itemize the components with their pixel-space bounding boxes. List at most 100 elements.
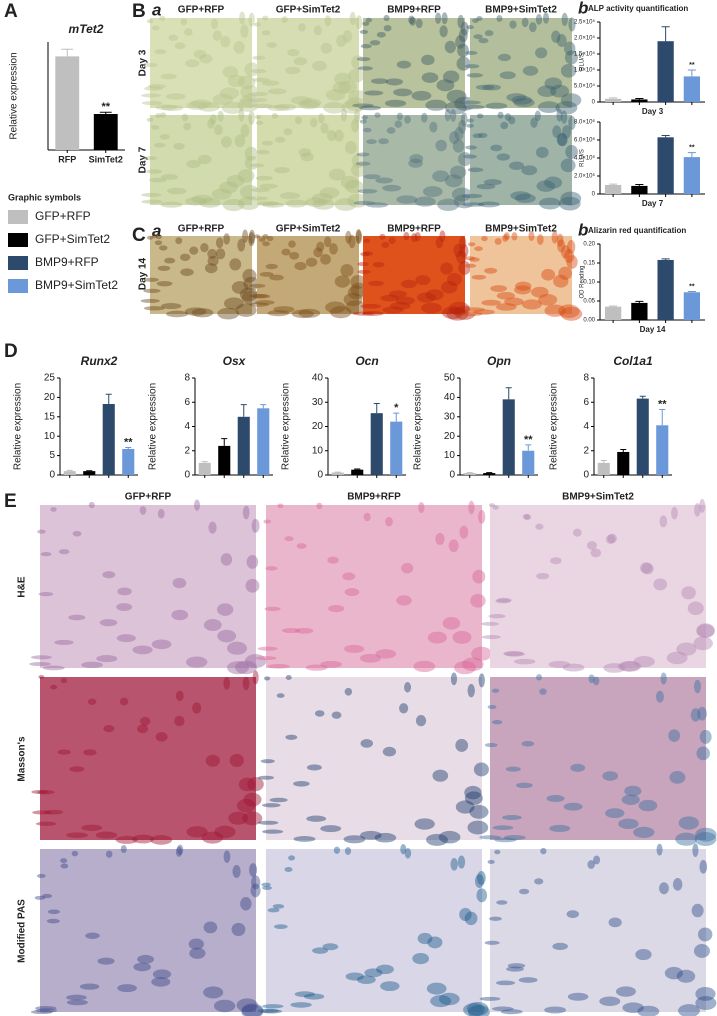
error-bar bbox=[99, 111, 112, 114]
photo-texture bbox=[481, 235, 488, 242]
legend-swatch bbox=[8, 233, 28, 247]
photo-texture bbox=[274, 166, 290, 174]
photo-texture bbox=[490, 285, 508, 292]
photo-texture bbox=[334, 198, 357, 211]
photo-texture bbox=[239, 11, 246, 25]
photo-texture bbox=[352, 103, 374, 108]
photo-texture bbox=[47, 909, 60, 915]
photo-texture bbox=[560, 306, 583, 321]
photo-texture bbox=[240, 85, 260, 100]
photo-texture bbox=[699, 499, 706, 513]
y-tick-label: 15 bbox=[44, 411, 56, 422]
photo-texture bbox=[404, 115, 411, 124]
photo-texture bbox=[479, 996, 501, 1001]
y-tick-label: 0.20 bbox=[583, 242, 595, 248]
photo-texture bbox=[432, 769, 449, 782]
photo-texture bbox=[488, 503, 495, 508]
photo-texture bbox=[208, 521, 217, 534]
photo-texture bbox=[558, 196, 581, 211]
y-tick-label: 0 bbox=[184, 470, 190, 481]
photo-texture bbox=[209, 114, 217, 125]
photo-texture bbox=[263, 519, 271, 524]
photo-texture bbox=[535, 14, 543, 25]
photo-texture bbox=[274, 924, 288, 930]
photo-texture bbox=[143, 277, 159, 282]
panel-label: E bbox=[4, 491, 17, 512]
error-bar bbox=[609, 305, 618, 307]
chart-title: Alizarin red quantification bbox=[588, 226, 686, 235]
photo-texture bbox=[641, 563, 654, 575]
y-tick-label: 10 bbox=[44, 431, 56, 442]
bar bbox=[257, 408, 270, 475]
photo-texture bbox=[238, 777, 256, 792]
photo-texture bbox=[146, 169, 163, 174]
photo-texture bbox=[572, 528, 582, 537]
photo-texture bbox=[358, 66, 373, 71]
x-axis-label: Day 14 bbox=[640, 325, 666, 334]
photo-texture bbox=[507, 963, 526, 969]
photo-texture bbox=[558, 266, 573, 280]
photo-texture bbox=[244, 654, 267, 669]
photo-texture bbox=[385, 78, 404, 86]
photo-texture bbox=[659, 882, 669, 895]
photo-texture bbox=[29, 662, 51, 667]
photo-texture bbox=[223, 297, 244, 310]
photo-texture bbox=[515, 281, 532, 291]
photo-texture bbox=[388, 290, 407, 298]
photo-texture bbox=[544, 77, 563, 90]
photo-texture bbox=[450, 109, 457, 122]
photo-texture bbox=[357, 269, 371, 274]
photo-texture bbox=[459, 525, 469, 539]
photo-texture bbox=[535, 146, 549, 158]
photo-texture bbox=[691, 903, 704, 918]
photo-texture bbox=[247, 777, 264, 792]
row-label: Day 7 bbox=[138, 146, 149, 173]
bar bbox=[683, 157, 701, 194]
photo-texture bbox=[222, 198, 245, 212]
y-tick-label: 50 bbox=[444, 373, 456, 384]
photo-texture bbox=[281, 16, 288, 23]
photo-texture bbox=[521, 165, 538, 176]
photo-texture bbox=[139, 505, 147, 515]
bar bbox=[683, 292, 701, 320]
photo-texture bbox=[167, 187, 187, 195]
photo-texture bbox=[552, 942, 568, 951]
photo-texture bbox=[133, 962, 151, 972]
photo-texture bbox=[102, 571, 116, 579]
photo-texture bbox=[615, 986, 636, 997]
photo-texture bbox=[244, 155, 260, 170]
photo-texture bbox=[313, 247, 323, 258]
photo-texture bbox=[243, 792, 262, 807]
photo-texture bbox=[494, 837, 517, 843]
photo-texture bbox=[382, 306, 404, 314]
photo-texture bbox=[478, 37, 489, 44]
photo bbox=[490, 677, 706, 840]
photo-texture bbox=[460, 112, 468, 127]
photo-texture bbox=[437, 198, 460, 211]
photo-texture bbox=[244, 146, 258, 161]
photo-texture bbox=[271, 112, 278, 119]
photo-texture bbox=[277, 503, 284, 509]
photo-texture bbox=[313, 25, 322, 36]
photo-texture bbox=[363, 251, 374, 256]
error-bar bbox=[639, 395, 646, 399]
photo-texture bbox=[141, 101, 163, 106]
photo bbox=[490, 849, 706, 1012]
photo-texture bbox=[184, 28, 193, 37]
photo-texture bbox=[232, 864, 241, 878]
photo-texture bbox=[363, 512, 371, 522]
photo-texture bbox=[141, 192, 162, 197]
photo-texture bbox=[355, 15, 363, 30]
bar bbox=[657, 41, 674, 102]
photo-texture bbox=[249, 293, 268, 299]
photo-texture bbox=[234, 134, 246, 148]
photo-texture bbox=[418, 501, 425, 514]
photo-texture bbox=[474, 874, 485, 889]
photo-texture bbox=[509, 20, 517, 29]
photo-texture bbox=[328, 168, 346, 181]
photo-texture bbox=[473, 762, 489, 777]
photo-texture bbox=[485, 102, 508, 110]
photo-texture bbox=[503, 232, 510, 240]
photo-texture bbox=[285, 734, 298, 740]
photo-texture bbox=[555, 101, 578, 115]
